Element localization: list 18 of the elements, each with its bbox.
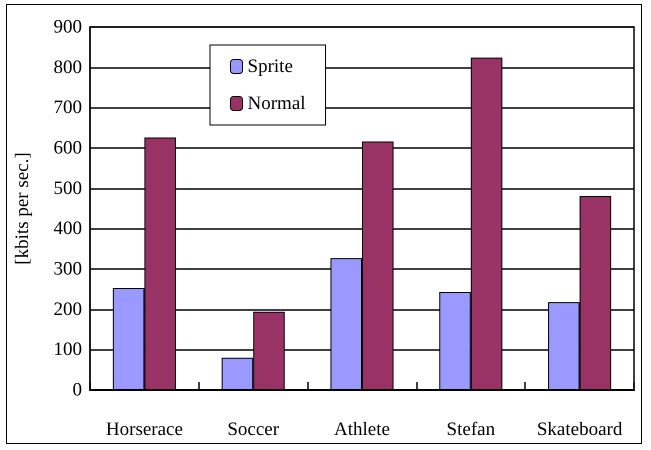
y-tick-label: 500 (54, 178, 82, 199)
x-tick-label: Athlete (334, 419, 390, 440)
y-tick-label: 100 (54, 339, 82, 360)
legend-label: Normal (248, 93, 306, 114)
y-axis-title: [kbits per sec.] (12, 152, 33, 265)
y-tick-label: 200 (54, 298, 82, 320)
y-tick-label: 700 (54, 97, 82, 118)
x-tick-label: Soccer (227, 419, 280, 440)
legend-label: Sprite (248, 56, 293, 77)
x-tick-label: Stefan (446, 419, 496, 440)
x-tick-label: Skateboard (536, 419, 623, 440)
y-tick-label: 600 (54, 138, 82, 158)
y-tick-label: 900 (54, 16, 82, 38)
y-tick-label: 800 (54, 56, 82, 78)
y-tick-label: 400 (54, 218, 82, 240)
y-tick-label: 0 (72, 380, 82, 400)
y-tick-label: 300 (54, 258, 82, 280)
x-tick-label: Horserace (106, 419, 183, 440)
